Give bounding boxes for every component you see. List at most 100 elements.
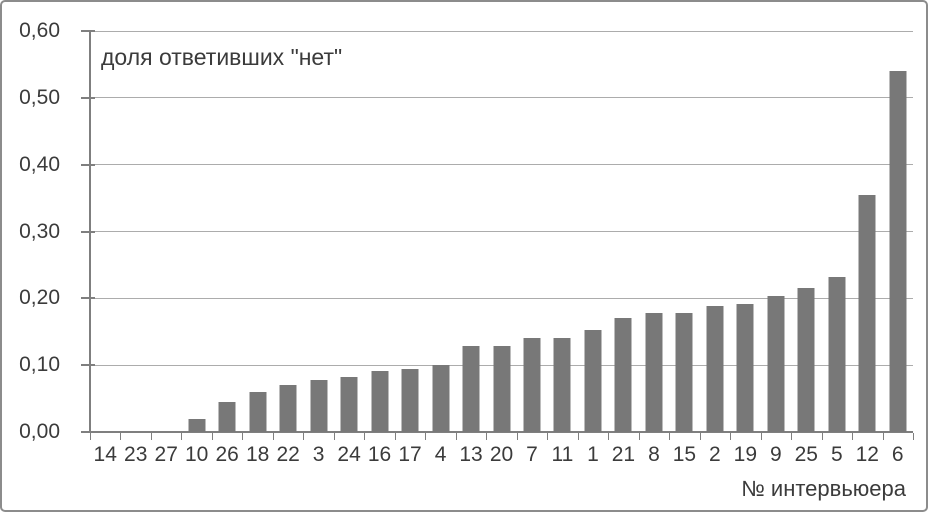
bar-interviewer-8 [645,313,663,432]
bar-interviewer-3 [310,379,328,432]
y-axis-tick-label: 0,20 [19,286,60,310]
bar-interviewer-1 [584,330,602,432]
bar-interviewer-17 [401,369,419,432]
bar-interviewer-7 [523,338,541,432]
x-axis-tick-label: 20 [489,443,514,466]
x-axis-tick-label: 12 [855,443,879,466]
bar-interviewer-22 [279,385,297,432]
y-axis-tick [81,30,95,32]
x-axis-tick [120,433,122,440]
bar-interviewer-24 [340,376,358,432]
bar-interviewer-13 [462,346,480,432]
bar-interviewer-19 [736,303,754,432]
x-axis-tick-label: 13 [459,443,483,466]
x-axis-tick-label: 25 [794,443,818,466]
x-axis-tick [730,433,732,440]
x-axis-tick-label: 22 [276,443,300,466]
x-axis-tick-label: 15 [672,443,697,466]
x-axis-tick [638,433,640,440]
x-axis-title: № интервьюера [741,476,906,501]
bar-interviewer-26 [218,401,236,432]
bar-interviewer-5 [828,276,846,432]
gridline-y-0,60 [90,31,913,32]
x-axis-tick [608,433,610,440]
x-axis-tick [882,433,884,440]
x-axis-tick [913,433,914,440]
x-axis-tick [669,433,671,440]
bar-interviewer-18 [249,391,267,432]
x-axis-tick-label: 26 [215,443,239,466]
x-axis-tick [333,433,335,440]
x-axis-tick-label: 23 [124,443,148,466]
y-axis-tick [81,96,95,99]
x-axis-tick [181,433,183,440]
x-axis-tick [211,433,213,440]
x-axis-tick-label: 10 [184,443,209,466]
x-axis-tick-label: 27 [154,443,178,466]
y-axis-tick-label: 0,30 [19,219,60,243]
bar-interviewer-20 [493,346,510,432]
gridline-y-0,20 [90,297,913,299]
y-axis-tick-label: 0,10 [19,353,60,377]
x-axis-tick-label: 6 [891,443,904,466]
x-axis-tick [425,433,427,440]
bar-interviewer-11 [553,338,571,432]
plot-area [81,30,914,440]
y-axis-tick-label: 0,50 [19,85,60,109]
x-axis-tick-label: 18 [245,443,270,466]
x-axis-tick-label: 2 [709,443,721,466]
x-axis-tick-label: 5 [830,443,843,466]
x-axis-tick [272,433,274,440]
x-axis-tick-label: 11 [551,443,574,466]
bar-interviewer-25 [797,288,815,432]
bar-interviewer-12 [858,194,876,432]
y-axis-tick [81,297,95,300]
bar-interviewer-10 [188,418,206,432]
gridline-y-0,30 [90,231,913,232]
x-axis-tick-label: 24 [337,443,361,466]
x-axis-tick [394,433,396,440]
bar-interviewer-9 [767,296,785,432]
bar-interviewer-15 [675,313,693,432]
x-axis-tick [242,433,244,440]
x-axis-tick-label: 3 [312,443,325,466]
x-axis-tick-label: 9 [769,443,782,466]
bar-interviewer-4 [432,365,450,432]
x-axis-tick-label: 7 [526,443,538,466]
x-axis-tick-labels: 14 23 27 10 26 18 22 3 24 16 17 4 13 20 7 11 1 21 8 15 2 19 9 2… [90,443,913,469]
x-axis-tick [699,433,701,440]
x-axis-tick [821,433,823,440]
x-axis-tick [486,433,488,440]
y-axis-tick [81,431,95,433]
y-axis-tick [81,163,95,166]
y-axis-tick-label: 0,40 [19,152,60,176]
y-axis-tick-label: 0,60 [19,19,60,42]
x-axis-tick-label: 14 [93,443,117,466]
x-axis-tick-label: 1 [587,443,599,466]
gridline-y-0,50 [90,97,913,99]
x-axis-line [90,431,913,433]
y-axis-tick [81,230,95,233]
x-axis-tick-label: 16 [367,443,392,466]
x-axis-tick [150,433,152,440]
bar-interviewer-6 [889,71,907,432]
x-axis-tick [455,433,457,440]
x-axis-tick [547,433,549,440]
x-axis-tick [516,433,518,440]
x-axis-tick [577,433,579,440]
bar-interviewer-16 [371,371,389,432]
bar-interviewer-2 [706,306,724,432]
x-axis-tick [364,433,366,440]
x-axis-tick-label: 21 [611,443,636,466]
x-axis-tick-label: 4 [434,443,447,466]
x-axis-tick [90,433,91,440]
x-axis-tick [852,433,854,440]
x-axis-tick [760,433,762,440]
gridline-y-0,40 [90,164,913,166]
x-axis-tick-label: 17 [398,443,422,466]
x-axis-tick [303,433,305,440]
x-axis-tick-label: 19 [733,443,758,466]
x-axis-tick [791,433,793,440]
x-axis-tick-label: 8 [648,443,660,466]
